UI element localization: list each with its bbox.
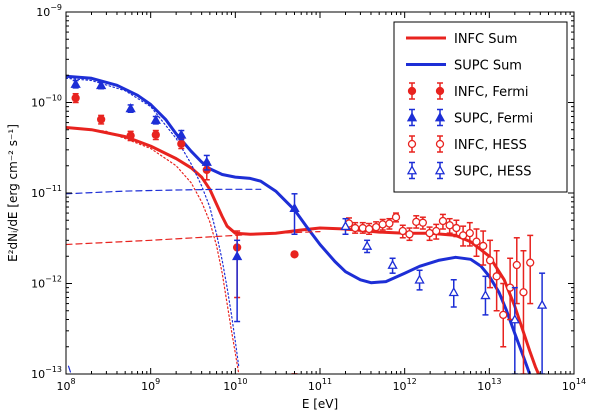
x-tick-label: 1013	[477, 377, 501, 393]
point-infc-hess	[425, 229, 434, 238]
legend-marker-infc-fermi	[407, 86, 417, 96]
point-infc-hess	[412, 217, 421, 226]
axis-ticks	[65, 11, 575, 375]
point-infc-fermi	[126, 131, 135, 140]
line-supc-pi0	[66, 77, 240, 368]
legend-label-infc-sum: INFC Sum	[454, 32, 517, 47]
point-infc-hess	[418, 218, 428, 227]
x-tick-label: 1014	[562, 377, 586, 393]
point-infc-hess	[512, 260, 521, 270]
point-infc-hess	[492, 272, 501, 281]
line-supc-sum	[66, 74, 532, 374]
legend-label-supc-fermi: SUPC, Fermi	[454, 112, 533, 127]
point-infc-hess	[472, 237, 481, 246]
point-infc-hess	[391, 213, 401, 222]
x-tick-label: 108	[56, 377, 75, 393]
legend-marker-supc-hess	[434, 165, 446, 175]
point-infc-hess	[350, 223, 360, 233]
point-supc-fermi	[176, 129, 187, 139]
axis-tick-labels: 108 109 1010 1011 1012 1013 1014 10−13 10−12 10−1…	[31, 3, 586, 393]
point-infc-fermi	[177, 139, 186, 148]
point-supc-hess	[509, 314, 520, 324]
x-tick-label: 109	[141, 377, 160, 393]
y-axis-title: E²dNᵢ/dE [erg cm⁻² s⁻¹]	[6, 124, 20, 262]
y-tick-label: 10−12	[31, 275, 62, 291]
x-axis-title: E [eV]	[302, 397, 338, 411]
legend: INFC Sum SUPC Sum INFC, Fermi SUPC, Fermi IN…	[393, 21, 568, 193]
legend-marker-supc-hess	[406, 165, 418, 175]
point-infc-hess	[398, 226, 407, 236]
point-infc-hess	[499, 310, 508, 320]
y-tick-label: 10−13	[31, 365, 62, 381]
point-infc-hess	[485, 256, 495, 265]
point-supc-fermi	[289, 202, 300, 213]
point-infc-fermi	[71, 93, 80, 103]
legend-label-supc-sum: SUPC Sum	[454, 59, 522, 74]
x-tick-label: 1011	[308, 377, 332, 393]
point-supc-fermi	[70, 78, 81, 88]
legend-label-infc-fermi: INFC, Fermi	[454, 85, 529, 100]
point-infc-hess	[526, 258, 535, 267]
point-infc-hess	[465, 229, 474, 238]
y-tick-label: 10−10	[31, 94, 62, 110]
point-supc-fermi	[125, 103, 136, 113]
y-tick-label: 10−9	[36, 3, 62, 19]
point-infc-hess	[519, 288, 528, 297]
x-tick-label: 1010	[223, 377, 247, 393]
point-supc-fermi	[231, 250, 243, 261]
legend-label-supc-hess: SUPC, HESS	[454, 165, 531, 180]
legend-marker-infc-hess	[435, 139, 445, 149]
point-supc-fermi	[150, 114, 161, 124]
x-tick-label: 1012	[393, 377, 417, 393]
point-supc-hess	[361, 240, 373, 250]
legend-label-infc-hess: INFC, HESS	[454, 138, 527, 153]
point-supc-hess	[340, 220, 351, 231]
legend-marker-infc-hess	[407, 139, 417, 149]
point-infc-hess	[458, 231, 468, 240]
legend-marker-supc-fermi	[406, 112, 418, 122]
point-supc-fermi	[201, 156, 212, 166]
point-infc-fermi	[96, 115, 106, 124]
line-low-energy	[67, 365, 72, 373]
point-supc-hess	[480, 289, 491, 300]
line-infc-pi0	[66, 126, 240, 374]
legend-marker-supc-fermi	[434, 112, 446, 122]
point-supc-fermi	[96, 79, 107, 90]
legend-marker-infc-fermi	[435, 86, 445, 96]
point-infc-hess	[479, 241, 488, 251]
point-infc-hess	[452, 223, 461, 233]
point-infc-hess	[405, 230, 414, 239]
point-supc-hess	[387, 259, 398, 269]
y-tick-label: 10−11	[31, 184, 62, 200]
point-infc-hess	[378, 220, 387, 229]
point-infc-hess	[445, 221, 454, 230]
point-infc-hess	[438, 216, 448, 226]
point-infc-hess	[385, 219, 394, 228]
point-infc-hess	[364, 224, 374, 234]
point-supc-hess	[448, 286, 459, 297]
point-infc-hess	[432, 226, 441, 236]
point-infc-fermi	[290, 250, 299, 259]
point-infc-fermi	[151, 130, 160, 139]
point-supc-hess	[536, 299, 548, 309]
line-infc-ic	[66, 231, 321, 246]
point-supc-hess	[414, 274, 425, 284]
data-points	[70, 78, 548, 374]
line-supc-ic	[66, 188, 262, 195]
legend-box	[393, 21, 568, 193]
